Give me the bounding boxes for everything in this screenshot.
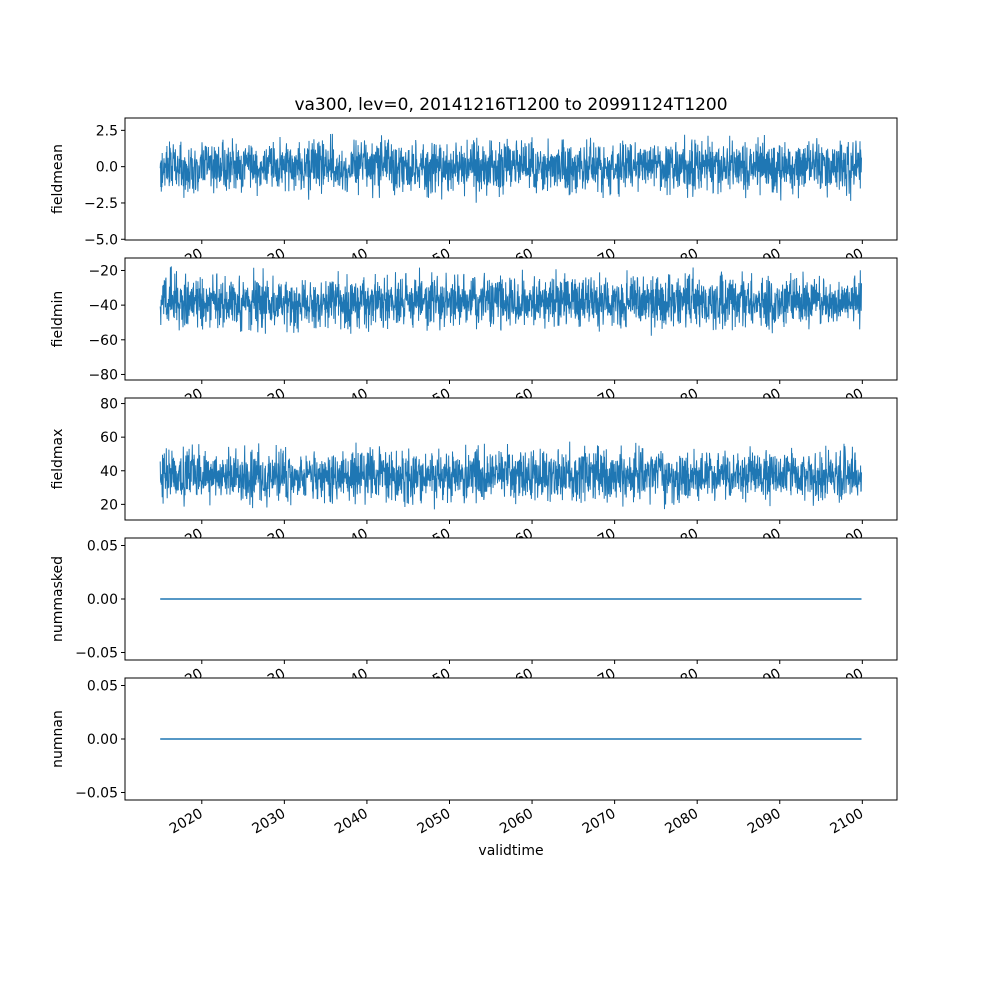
x-tick-label: 2100 (827, 806, 866, 838)
y-tick-label: 0.00 (87, 592, 118, 608)
subplot-fieldmin: −20−40−60−802020203020402050206020702080… (50, 257, 898, 417)
x-tick-label: 2090 (745, 806, 784, 838)
y-tick-label: −0.05 (75, 786, 118, 802)
axes-border-fieldmax (124, 397, 898, 521)
x-tick-label: 2060 (497, 806, 536, 838)
subplot-fieldmean: 2.50.0−2.5−5.020202030204020502060207020… (50, 117, 898, 277)
y-tick-label: 40 (100, 464, 118, 480)
y-tick-label: −60 (88, 333, 118, 349)
y-axis-label-nummasked: nummasked (50, 556, 66, 642)
x-axis-label: validtime (478, 843, 544, 859)
x-tick-label: 2080 (662, 806, 701, 838)
y-tick-label: −40 (88, 298, 118, 314)
x-tick-label: 2050 (415, 806, 454, 838)
axes-background-fieldmax (125, 398, 897, 520)
series-line-fieldmax (159, 441, 862, 510)
y-tick-label: −0.05 (75, 646, 118, 662)
y-tick-label: 0.00 (87, 732, 118, 748)
series-line-fieldmean (159, 133, 862, 203)
y-axis-label-fieldmin: fieldmin (50, 291, 66, 348)
y-tick-label: 20 (100, 497, 118, 513)
figure-title: va300, lev=0, 20141216T1200 to 20991124T… (294, 95, 728, 115)
y-axis-label-numnan: numnan (50, 710, 66, 768)
x-tick-label: 2070 (580, 806, 619, 838)
subplot-nummasked: 0.050.00−0.05202020302040205020602070208… (50, 537, 898, 697)
x-tick-label: 2030 (249, 806, 288, 838)
y-tick-label: −80 (88, 367, 118, 383)
axes-border-fieldmin (124, 257, 898, 381)
y-tick-label: 0.05 (87, 538, 118, 554)
y-tick-label: 0.05 (87, 678, 118, 694)
subplot-fieldmax: 8060402020202030204020502060207020802090… (50, 397, 898, 557)
y-axis-label-fieldmax: fieldmax (50, 429, 66, 490)
x-tick-label: 2040 (332, 806, 371, 838)
y-axis-label-fieldmean: fieldmean (50, 144, 66, 214)
y-tick-label: 80 (100, 397, 118, 413)
axes-border-fieldmean (124, 117, 898, 241)
y-tick-label: 0.0 (96, 160, 118, 176)
subplot-numnan: 0.05 0.00 −0.05 2020 2030 2040 2050 2060 2070 208… (50, 677, 898, 838)
y-tick-label: −5.0 (84, 232, 118, 248)
y-tick-label: −20 (88, 263, 118, 279)
y-tick-label: 60 (100, 430, 118, 446)
y-tick-label: 2.5 (96, 123, 118, 139)
x-tick-label: 2020 (167, 806, 206, 838)
series-line-fieldmin (159, 266, 862, 336)
y-tick-label: −2.5 (84, 196, 118, 212)
